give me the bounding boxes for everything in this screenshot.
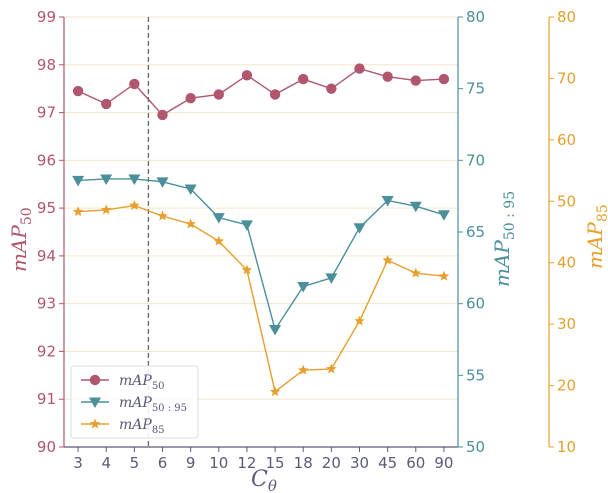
- x-tick-label: 15: [266, 454, 285, 472]
- y-tick-label-right: 75: [466, 80, 485, 98]
- y-tick-label-left: 93: [37, 295, 56, 313]
- data-point-map85: [438, 270, 450, 281]
- x-tick-label: 30: [350, 454, 369, 472]
- data-point-map50_95: [128, 174, 141, 185]
- y-tick-label-outer-right: 70: [557, 69, 576, 87]
- data-point-map85: [410, 267, 422, 278]
- y-axis-label-left: mAP50: [7, 207, 35, 272]
- legend-label-map50-95: mAP50 : 95: [119, 395, 187, 414]
- data-point-map85: [326, 363, 337, 374]
- legend: mAP50 mAP50 : 95 mAP85: [70, 365, 199, 439]
- data-point-map85: [157, 210, 168, 221]
- data-point-map50: [72, 85, 84, 97]
- data-point-map50_95: [100, 174, 113, 185]
- data-point-map50: [213, 89, 224, 100]
- y-tick-label-right: 65: [466, 223, 485, 241]
- data-point-map50_95: [184, 184, 197, 195]
- legend-label-map50: mAP50: [119, 373, 165, 392]
- data-point-map50_95: [437, 210, 450, 221]
- data-point-map50: [241, 70, 253, 81]
- legend-marker-map50_95: [89, 397, 101, 408]
- data-point-map50: [410, 75, 421, 86]
- data-point-map85: [72, 206, 84, 217]
- y-tick-label-left: 92: [37, 342, 56, 360]
- data-point-map85: [354, 315, 365, 326]
- x-tick-label: 10: [209, 454, 228, 472]
- data-point-map85: [382, 254, 393, 265]
- ticks: 9091929394959697989950556065707580102030…: [37, 8, 576, 472]
- legend-box: [70, 365, 199, 439]
- y-tick-label-left: 94: [37, 247, 56, 265]
- y-tick-label-right: 70: [466, 151, 485, 169]
- x-tick-label: 4: [101, 454, 111, 472]
- data-point-map50_95: [297, 281, 310, 293]
- x-tick-label: 18: [294, 454, 313, 472]
- data-point-map50_95: [381, 195, 394, 207]
- x-tick-label: 12: [237, 454, 256, 472]
- y-tick-label-outer-right: 80: [557, 8, 576, 26]
- legend-marker-map50: [89, 374, 101, 386]
- x-tick-label: 6: [158, 454, 168, 472]
- y-tick-label-right: 55: [466, 366, 485, 384]
- data-point-map50: [326, 83, 337, 94]
- data-point-map50_95: [269, 324, 282, 336]
- data-point-map50: [101, 98, 112, 110]
- data-point-map50: [438, 73, 450, 85]
- data-point-map50_95: [409, 201, 422, 213]
- y-tick-label-outer-right: 20: [557, 377, 576, 395]
- legend-label-map85: mAP85: [119, 417, 165, 436]
- data-point-map85: [297, 364, 309, 375]
- data-point-map50: [185, 93, 196, 104]
- y-tick-label-right: 50: [466, 438, 485, 456]
- data-point-map85: [269, 386, 281, 397]
- y-tick-label-outer-right: 40: [557, 254, 576, 272]
- series-layer: [72, 63, 450, 397]
- data-point-map50: [298, 73, 309, 85]
- data-point-map50_95: [72, 175, 85, 187]
- y-axis-label-outer-right: mAP85: [583, 204, 608, 269]
- y-tick-label-left: 97: [37, 104, 56, 122]
- y-tick-label-left: 99: [37, 8, 56, 26]
- data-point-map50: [354, 63, 365, 74]
- x-tick-label: 20: [322, 454, 341, 472]
- data-point-map85: [213, 235, 225, 246]
- x-tick-label: 9: [186, 454, 196, 472]
- data-point-map50_95: [212, 213, 225, 224]
- data-point-map50_95: [240, 220, 253, 231]
- y-tick-label-right: 60: [466, 295, 485, 313]
- x-tick-label: 60: [406, 454, 425, 472]
- x-tick-label: 45: [378, 454, 397, 472]
- data-point-map85: [129, 200, 140, 211]
- data-point-map85: [100, 204, 112, 215]
- y-tick-label-right: 80: [466, 8, 485, 26]
- data-point-map50_95: [156, 177, 169, 188]
- y-tick-label-outer-right: 50: [557, 192, 576, 210]
- series-line-map85: [78, 204, 445, 393]
- y-tick-label-left: 91: [37, 390, 56, 408]
- data-point-map50_95: [353, 223, 366, 234]
- y-tick-label-outer-right: 30: [557, 315, 576, 333]
- y-axis-label-right: mAP50 : 95: [490, 191, 518, 287]
- y-tick-label-outer-right: 60: [557, 131, 576, 149]
- data-point-map50: [129, 78, 140, 90]
- y-tick-label-left: 95: [37, 199, 56, 217]
- data-point-map85: [185, 218, 196, 229]
- y-tick-label-left: 90: [37, 438, 56, 456]
- series-line-map50_95: [78, 178, 445, 332]
- data-point-map50: [269, 89, 281, 100]
- data-point-map50_95: [325, 273, 338, 284]
- y-tick-label-outer-right: 10: [557, 438, 576, 456]
- data-point-map50: [382, 71, 393, 82]
- x-tick-label: 3: [73, 454, 83, 472]
- x-axis-label: Cθ: [251, 467, 277, 493]
- x-tick-label: 5: [130, 454, 140, 472]
- data-point-map50: [157, 109, 168, 121]
- data-point-map85: [241, 264, 253, 275]
- legend-marker-map85: [89, 418, 101, 429]
- x-tick-label: 90: [434, 454, 453, 472]
- y-tick-label-left: 96: [37, 151, 56, 169]
- y-tick-label-left: 98: [37, 56, 56, 74]
